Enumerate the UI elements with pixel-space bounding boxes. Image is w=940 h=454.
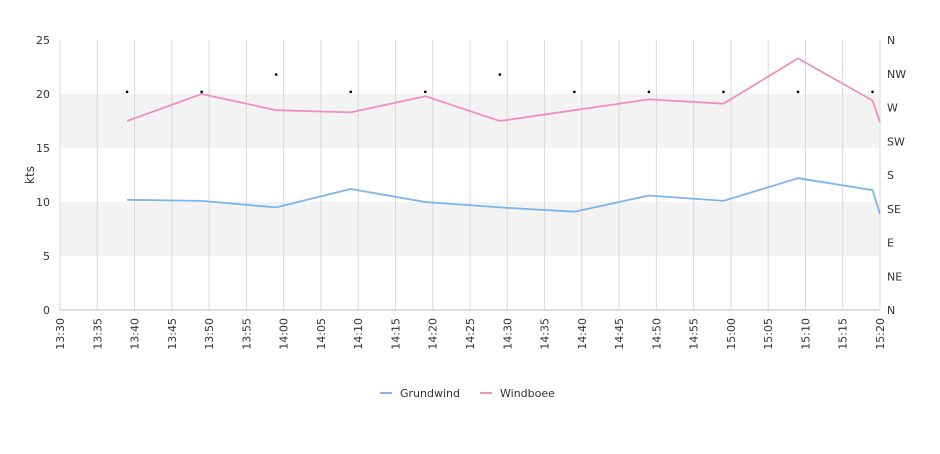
x-tick-label: 13:55 <box>240 318 253 350</box>
y-tick-label: 20 <box>36 88 50 101</box>
x-tick-label: 13:45 <box>166 318 179 350</box>
x-tick-label: 15:05 <box>762 318 775 350</box>
direction-marker <box>498 73 502 76</box>
y-tick-label: 0 <box>43 304 50 317</box>
legend-label: Grundwind <box>400 387 460 400</box>
y2-tick-label: S <box>887 169 894 182</box>
direction-marker <box>125 90 129 94</box>
y-tick-label: 5 <box>43 250 50 263</box>
legend-label: Windboee <box>500 387 555 400</box>
plot-axes: 13:30 13:35 13:40 13:45 13:50 13:55 14:00 14:05… <box>36 34 906 350</box>
y2-tick-label: N <box>887 304 895 317</box>
x-tick-label: 14:00 <box>278 318 291 350</box>
x-tick-label: 14:45 <box>613 318 626 350</box>
plot-grid <box>59 40 881 310</box>
direction-marker <box>871 90 874 94</box>
y2-tick-label: NW <box>887 68 906 81</box>
x-tick-label: 13:35 <box>91 318 104 350</box>
legend[interactable]: Grundwind Windboee <box>380 387 555 400</box>
y2-tick-label: W <box>887 102 898 115</box>
y2-tick-label: N <box>887 34 895 47</box>
series-layer <box>126 57 881 215</box>
y2-tick-label: SW <box>887 135 905 148</box>
y-tick-label: 15 <box>36 142 50 155</box>
x-tick-label: 14:20 <box>427 318 440 350</box>
legend-item-windboee[interactable]: Windboee <box>480 387 555 400</box>
x-tick-label: 14:50 <box>650 318 663 350</box>
series-line-grundwind <box>127 177 881 215</box>
direction-marker <box>573 90 576 94</box>
direction-marker <box>796 90 800 94</box>
y-axis-label: kts <box>23 166 37 184</box>
x-tick-label: 14:35 <box>539 318 552 350</box>
x-tick-label: 14:10 <box>352 318 365 350</box>
x-tick-label: 15:20 <box>874 318 887 350</box>
direction-marker <box>349 90 353 94</box>
y2-tick-label: E <box>887 237 894 250</box>
y2-tick-label: NE <box>887 270 902 283</box>
x-tick-label: 14:15 <box>389 318 402 350</box>
direction-markers <box>125 73 874 94</box>
x-tick-label: 13:40 <box>129 318 142 350</box>
x-tick-label: 14:55 <box>688 318 701 350</box>
y2-tick-label: SE <box>887 203 901 216</box>
x-tick-label: 13:30 <box>54 318 67 350</box>
x-tick-label: 15:15 <box>837 318 850 350</box>
direction-marker <box>647 90 651 94</box>
series-line-windboee <box>126 57 881 123</box>
direction-marker <box>200 90 203 94</box>
direction-marker <box>722 90 725 94</box>
x-tick-label: 14:05 <box>315 318 328 350</box>
x-tick-label: 15:10 <box>799 318 812 350</box>
direction-marker <box>274 73 278 76</box>
x-tick-label: 14:30 <box>501 318 514 350</box>
legend-item-grundwind[interactable]: Grundwind <box>380 387 460 400</box>
y-tick-label: 10 <box>36 196 50 209</box>
x-tick-label: 14:25 <box>464 318 477 350</box>
direction-marker <box>423 90 427 94</box>
x-tick-label: 14:40 <box>576 318 589 350</box>
y-tick-label: 25 <box>36 34 50 47</box>
x-tick-label: 13:50 <box>203 318 216 350</box>
x-tick-label: 15:00 <box>725 318 738 350</box>
